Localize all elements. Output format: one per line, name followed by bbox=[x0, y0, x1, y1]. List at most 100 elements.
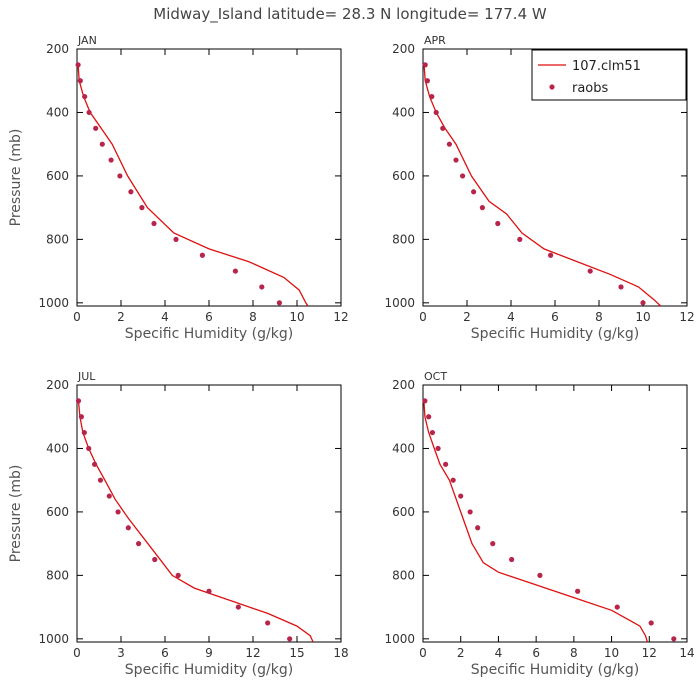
x-tick-label: 12 bbox=[245, 646, 260, 660]
obs-point-raobs bbox=[173, 236, 179, 242]
x-tick-label: 2 bbox=[117, 310, 125, 324]
y-tick-label: 1000 bbox=[38, 632, 69, 646]
y-tick-label: 800 bbox=[392, 232, 415, 246]
x-tick-label: 6 bbox=[205, 310, 213, 324]
y-tick-label: 600 bbox=[392, 505, 415, 519]
x-tick-label: 6 bbox=[551, 310, 559, 324]
obs-point-raobs bbox=[517, 236, 523, 242]
obs-point-raobs bbox=[429, 429, 436, 436]
x-tick-label: 8 bbox=[595, 310, 603, 324]
x-tick-label: 0 bbox=[419, 646, 427, 660]
obs-point-raobs bbox=[108, 157, 114, 163]
series-line-107-clm51 bbox=[423, 400, 649, 643]
x-tick-label: 14 bbox=[679, 646, 694, 660]
obs-point-raobs bbox=[97, 477, 104, 483]
x-tick-label: 12 bbox=[679, 310, 694, 324]
legend: 107.clm51 raobs bbox=[531, 49, 687, 101]
obs-point-raobs bbox=[490, 541, 496, 547]
obs-point-raobs bbox=[136, 541, 142, 547]
legend-obs-label: raobs bbox=[572, 81, 609, 96]
obs-point-raobs bbox=[75, 398, 82, 404]
x-tick-label: 8 bbox=[249, 310, 257, 324]
panel-jul: JUL 0 3 6 9 12 15 18 200 400 600 800 1000 Specific Hu… bbox=[8, 370, 349, 678]
obs-point-raobs bbox=[78, 414, 84, 420]
x-tick-label: 3 bbox=[117, 646, 125, 660]
panel-label: JAN bbox=[77, 34, 97, 47]
obs-point-raobs bbox=[426, 414, 432, 420]
x-tick-label: 0 bbox=[73, 646, 81, 660]
obs-point-raobs bbox=[81, 429, 87, 436]
y-tick-label: 400 bbox=[392, 105, 415, 119]
obs-point-raobs bbox=[265, 620, 271, 626]
y-tick-label: 400 bbox=[392, 441, 415, 455]
obs-point-raobs bbox=[458, 493, 464, 499]
obs-point-raobs bbox=[82, 93, 88, 100]
obs-point-raobs bbox=[424, 78, 430, 84]
panel-label: APR bbox=[424, 34, 446, 47]
obs-point-raobs bbox=[509, 556, 515, 563]
obs-point-raobs bbox=[259, 284, 265, 290]
y-tick-label: 800 bbox=[46, 568, 69, 582]
obs-point-raobs bbox=[479, 205, 485, 211]
x-tick-label: 4 bbox=[161, 310, 169, 324]
y-tick-label: 400 bbox=[46, 441, 69, 455]
y-tick-label: 600 bbox=[46, 505, 69, 519]
figure-title: Midway_Island latitude= 28.3 N longitude… bbox=[153, 5, 547, 24]
x-tick-label: 2 bbox=[463, 310, 471, 324]
obs-point-raobs bbox=[106, 493, 112, 499]
obs-point-raobs bbox=[99, 141, 105, 147]
x-axis-label: Specific Humidity (g/kg) bbox=[471, 326, 639, 342]
obs-point-raobs bbox=[287, 636, 293, 642]
x-tick-label: 8 bbox=[570, 646, 578, 660]
panel-jan: JAN 0 2 4 6 8 10 12 200 400 600 800 1000 Specific Hum… bbox=[8, 34, 349, 342]
panel-apr: APR 0 2 4 6 8 10 12 200 400 600 800 1000 Specific Hum… bbox=[384, 34, 694, 342]
y-tick-label: 200 bbox=[46, 42, 69, 56]
obs-point-raobs bbox=[443, 461, 449, 467]
obs-point-raobs bbox=[467, 509, 473, 515]
obs-point-raobs bbox=[152, 556, 158, 563]
obs-point-raobs bbox=[206, 588, 212, 594]
x-tick-label: 2 bbox=[457, 646, 465, 660]
x-tick-label: 6 bbox=[161, 646, 169, 660]
obs-point-raobs bbox=[92, 461, 98, 467]
plot-frame bbox=[422, 384, 688, 643]
x-tick-label: 10 bbox=[604, 646, 619, 660]
x-tick-label: 0 bbox=[73, 310, 81, 324]
obs-point-raobs bbox=[548, 252, 554, 258]
obs-point-raobs bbox=[232, 268, 238, 274]
y-tick-label: 200 bbox=[392, 42, 415, 56]
y-tick-label: 200 bbox=[46, 378, 69, 392]
obs-point-raobs bbox=[117, 173, 123, 179]
obs-point-raobs bbox=[151, 220, 157, 227]
legend-model-label: 107.clm51 bbox=[572, 59, 641, 74]
obs-point-raobs bbox=[446, 141, 452, 147]
panel-label: OCT bbox=[424, 370, 447, 383]
obs-point-raobs bbox=[618, 284, 624, 290]
x-tick-label: 15 bbox=[289, 646, 304, 660]
x-tick-label: 4 bbox=[495, 646, 503, 660]
obs-point-raobs bbox=[614, 604, 620, 610]
obs-point-raobs bbox=[75, 62, 81, 68]
y-tick-label: 800 bbox=[46, 232, 69, 246]
obs-point-raobs bbox=[429, 93, 435, 100]
obs-point-raobs bbox=[422, 62, 428, 68]
obs-point-raobs bbox=[86, 109, 92, 116]
obs-point-raobs bbox=[435, 445, 441, 452]
obs-point-raobs bbox=[575, 588, 581, 594]
obs-point-raobs bbox=[235, 604, 241, 610]
y-tick-label: 600 bbox=[392, 169, 415, 183]
obs-point-raobs bbox=[460, 173, 466, 179]
legend-point-swatch bbox=[549, 84, 555, 90]
x-tick-label: 12 bbox=[642, 646, 657, 660]
series-line-107-clm51 bbox=[423, 64, 662, 307]
obs-point-raobs bbox=[648, 620, 654, 626]
obs-point-raobs bbox=[93, 125, 99, 131]
x-tick-label: 4 bbox=[507, 310, 515, 324]
obs-point-raobs bbox=[276, 300, 282, 306]
obs-point-raobs bbox=[199, 252, 205, 258]
x-tick-label: 12 bbox=[333, 310, 348, 324]
legend-box bbox=[531, 49, 687, 101]
obs-point-raobs bbox=[139, 205, 145, 211]
y-tick-label: 1000 bbox=[384, 296, 415, 310]
